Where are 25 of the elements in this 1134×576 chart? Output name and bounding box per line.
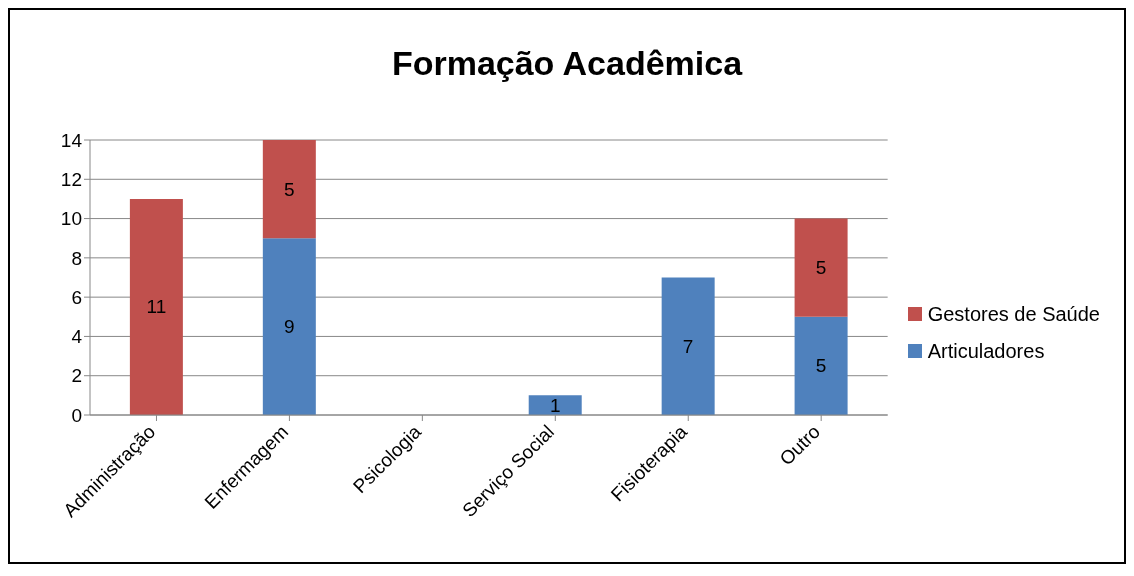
y-tick-label: 0 [71, 404, 82, 426]
chart-title: Formação Acadêmica [390, 44, 744, 83]
y-tick-label: 8 [71, 247, 82, 269]
data-label: 7 [682, 335, 694, 357]
data-label: 11 [146, 296, 167, 318]
bar [794, 316, 848, 415]
data-label: 5 [284, 178, 295, 200]
y-tick-label: 14 [60, 129, 83, 151]
data-label: 9 [284, 316, 295, 338]
legend-label: Gestores de Saúde [927, 302, 1100, 326]
bar [262, 140, 316, 239]
y-tick-label: 2 [71, 365, 82, 387]
bar [262, 238, 316, 415]
bar [528, 395, 582, 415]
bar [661, 277, 715, 415]
bar [129, 198, 183, 415]
y-tick-label: 6 [71, 286, 82, 308]
data-label: 5 [815, 355, 827, 377]
y-tick-label: 4 [71, 326, 83, 348]
bar [794, 218, 848, 317]
y-tick-label: 12 [60, 169, 82, 191]
data-label: 5 [815, 257, 827, 279]
legend-label: Articuladores [927, 339, 1045, 363]
y-tick-label: 10 [60, 208, 82, 230]
data-label: 1 [549, 394, 561, 416]
